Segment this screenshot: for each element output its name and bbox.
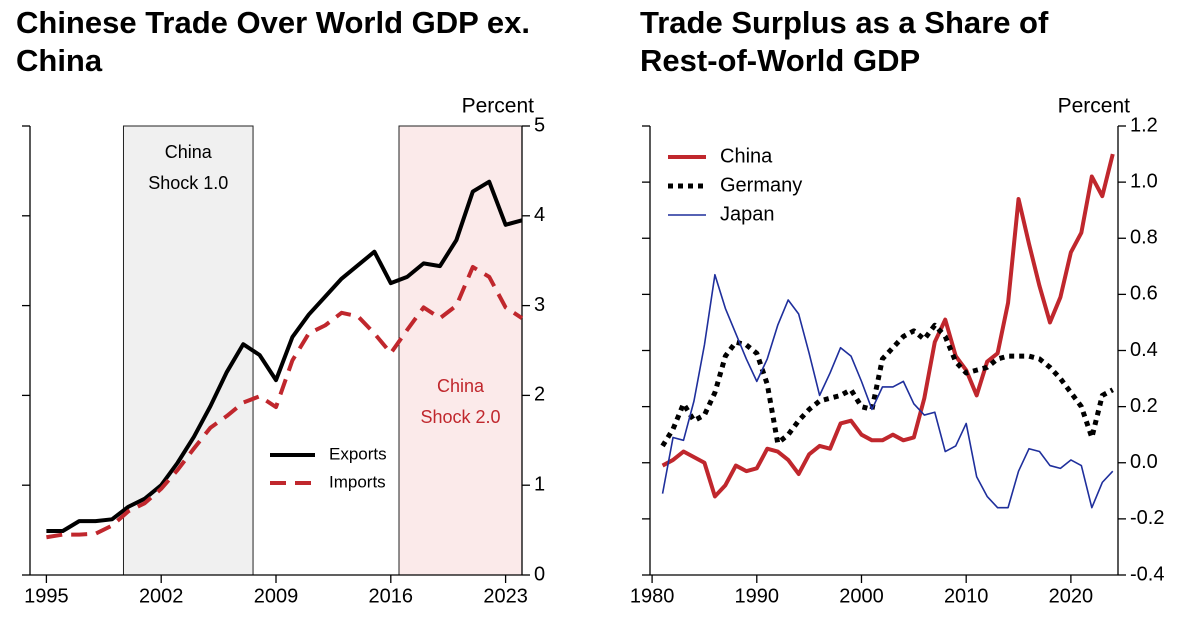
shaded-region [122,125,254,576]
series-line [660,322,1114,448]
x-tick-label: 2010 [944,585,989,607]
region-label: Shock 2.0 [420,407,500,427]
y-tick-label: 0 [534,563,545,585]
x-tick-label: 1990 [735,585,780,607]
region-label: China [165,142,213,162]
legend-label: Imports [329,472,386,491]
region-label: China [437,376,485,396]
y-tick-label: -0.2 [1130,507,1164,529]
chart-title: Trade Surplus as a Share of Rest-of-Worl… [640,5,1049,78]
x-tick-label: 2020 [1049,585,1094,607]
series-line [46,264,524,540]
y-axis-label: Percent [1058,95,1131,118]
y-tick-label: -0.4 [1130,563,1164,585]
x-tick-label: 2000 [839,585,884,607]
y-tick-label: 1.0 [1130,170,1158,192]
chart-title: Chinese Trade Over World GDP ex. China [16,5,530,78]
y-tick-label: 0.4 [1130,339,1158,361]
x-tick-label: 2009 [254,585,299,607]
x-tick-label: 1980 [630,585,675,607]
x-tick-label: 2023 [483,585,528,607]
y-tick-label: 0.8 [1130,227,1158,249]
x-tick-label: 2002 [139,585,184,607]
legend-label: Japan [720,203,775,225]
shaded-region [398,125,523,576]
y-tick-label: 2 [534,384,545,406]
y-tick-label: 4 [534,204,545,226]
x-tick-label: 2016 [369,585,414,607]
legend-label: Germany [720,174,802,196]
series-line [661,273,1114,509]
y-tick-label: 5 [534,114,545,136]
series-line [46,179,523,533]
y-tick-label: 1.2 [1130,114,1158,136]
legend-label: Exports [329,444,387,463]
y-tick-label: 0.2 [1130,395,1158,417]
y-axis-label: Percent [462,95,535,118]
legend-label: China [720,145,773,167]
y-tick-label: 3 [534,294,545,316]
y-tick-label: 0.6 [1130,283,1158,305]
y-tick-label: 0.0 [1130,451,1158,473]
series-line [661,153,1115,499]
region-label: Shock 1.0 [148,173,228,193]
y-tick-label: 1 [534,473,545,495]
x-tick-label: 1995 [24,585,69,607]
